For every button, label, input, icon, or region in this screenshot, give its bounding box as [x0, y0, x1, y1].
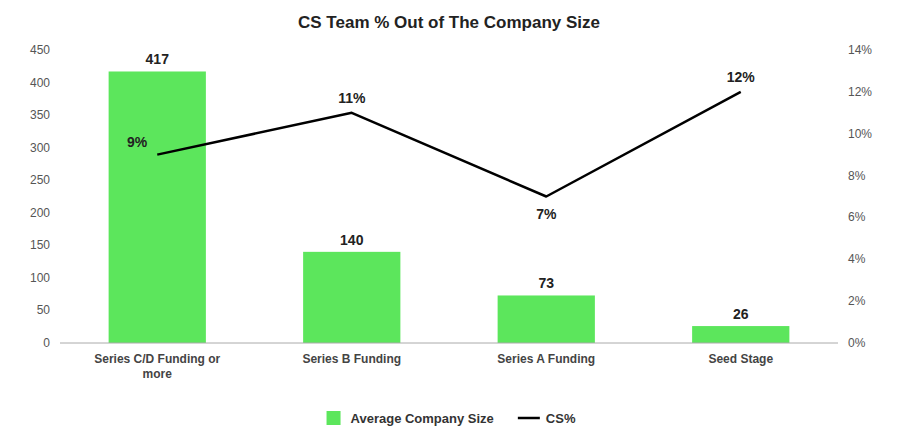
y-tick-label: 350 — [30, 108, 50, 122]
legend-label: Average Company Size — [351, 411, 494, 426]
title: CS Team % Out of The Company Size — [298, 13, 600, 32]
chart: CS Team % Out of The Company Size 0 50 100 1… — [0, 0, 898, 438]
y-tick-label: 300 — [30, 141, 50, 155]
legend-item: Average Company Size — [327, 411, 494, 426]
x-tick-label-line: Series A Funding — [497, 352, 595, 366]
y2-tick-label: 6% — [848, 210, 866, 224]
bar-label: 140 — [340, 232, 364, 248]
x-tick-label-line: Seed Stage — [708, 352, 773, 366]
page: {"chart_data": { "type": "bar", "title":… — [0, 0, 898, 438]
bar-label: 417 — [146, 51, 170, 67]
y2-tick-label: 14% — [848, 43, 872, 57]
bar-label: 73 — [538, 275, 554, 291]
y-axis: 0 50 100 150 200 250 300 350 400 450 — [30, 43, 50, 350]
legend-swatch — [327, 411, 341, 425]
y-tick-label: 50 — [37, 303, 51, 317]
line-label: 12% — [727, 69, 756, 85]
y2-tick-label: 8% — [848, 169, 866, 183]
y-tick-label: 150 — [30, 238, 50, 252]
y2-tick-label: 2% — [848, 294, 866, 308]
legend-label: CS% — [546, 411, 576, 426]
y-tick-label: 0 — [43, 336, 50, 350]
y-tick-label: 250 — [30, 173, 50, 187]
bar-label: 26 — [733, 306, 749, 322]
bar — [498, 295, 595, 343]
x-tick-label: Series B Funding — [302, 352, 401, 366]
y2-tick-label: 4% — [848, 252, 866, 266]
bar — [692, 326, 789, 343]
bar — [109, 71, 206, 343]
legend-swatch — [518, 417, 540, 420]
x-axis: Series C/D Funding ormore Series B Fundin… — [60, 343, 838, 381]
y2-tick-label: 10% — [848, 127, 872, 141]
y2-tick-label: 0% — [848, 336, 866, 350]
line-label: 11% — [338, 90, 366, 106]
legend-item: CS% — [518, 411, 576, 426]
line-label: 7% — [536, 206, 557, 222]
x-tick-label: Series A Funding — [497, 352, 595, 366]
y-tick-label: 100 — [30, 271, 50, 285]
data-labels: 417 140 73 26 9% 11% 7% 12% — [127, 51, 755, 322]
y2-tick-label: 12% — [848, 85, 872, 99]
y-tick-label: 200 — [30, 206, 50, 220]
marks — [109, 71, 790, 343]
y-tick-label: 450 — [30, 43, 50, 57]
x-tick-label-line: Series C/D Funding or — [94, 352, 220, 366]
x-tick-label: Seed Stage — [708, 352, 773, 366]
legend: Average Company Size CS% — [327, 411, 576, 426]
x-tick-label: Series C/D Funding ormore — [94, 352, 220, 381]
line — [157, 92, 741, 197]
y2-axis: 0% 2% 4% 6% 8% 10% 12% 14% — [848, 43, 872, 350]
x-tick-label-line: more — [143, 367, 173, 381]
y-tick-label: 400 — [30, 76, 50, 90]
bar — [303, 252, 400, 343]
x-axis-line — [60, 343, 838, 344]
line-label: 9% — [127, 134, 148, 150]
x-tick-label-line: Series B Funding — [302, 352, 401, 366]
